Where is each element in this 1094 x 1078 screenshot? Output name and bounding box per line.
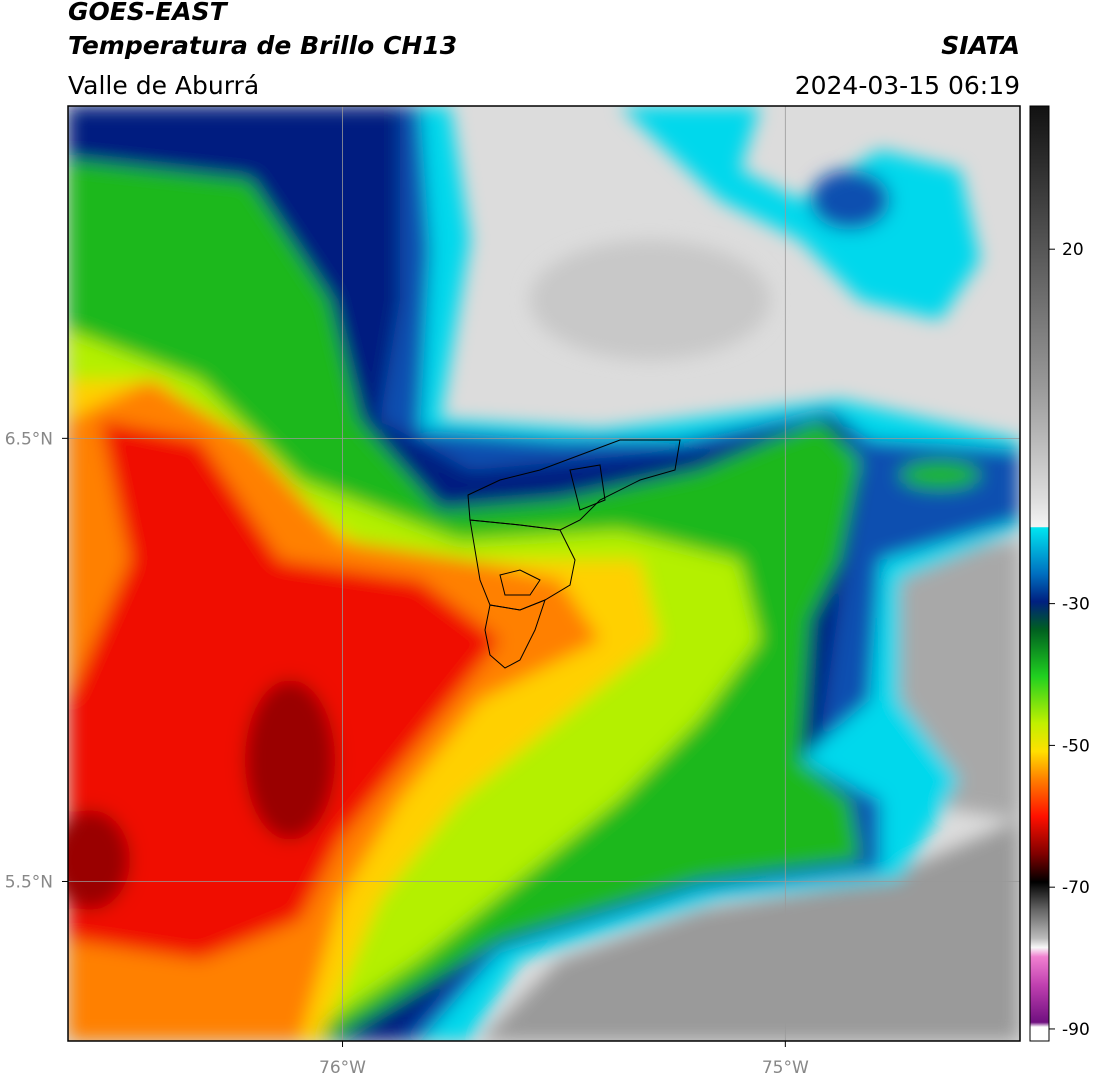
colorbar-tick-label: -90 (1062, 1020, 1090, 1040)
title: GOES-EAST (68, 0, 229, 26)
map-frame (67, 105, 1021, 1042)
datetime: 2024-03-15 06:19 (795, 71, 1020, 100)
satellite-image (68, 106, 1020, 1041)
x-tick-label: 75°W (762, 1058, 809, 1078)
region: Valle de Aburrá (68, 71, 259, 100)
subtitle: Temperatura de Brillo CH13 (68, 31, 457, 60)
y-tick-label: 5.5°N (5, 872, 53, 892)
x-tick-label: 76°W (319, 1058, 366, 1078)
municipal-boundaries (467, 439, 681, 669)
colorbar-tick-label: -30 (1062, 595, 1090, 615)
colorbar-tick-label: 20 (1062, 240, 1084, 260)
colorbar-tick-label: -70 (1062, 878, 1090, 898)
graticule (68, 106, 1020, 1041)
colorbar (1029, 105, 1050, 1042)
y-tick-label: 6.5°N (5, 429, 53, 449)
colorbar-tick-label: -50 (1062, 736, 1090, 756)
source: SIATA (941, 31, 1020, 60)
